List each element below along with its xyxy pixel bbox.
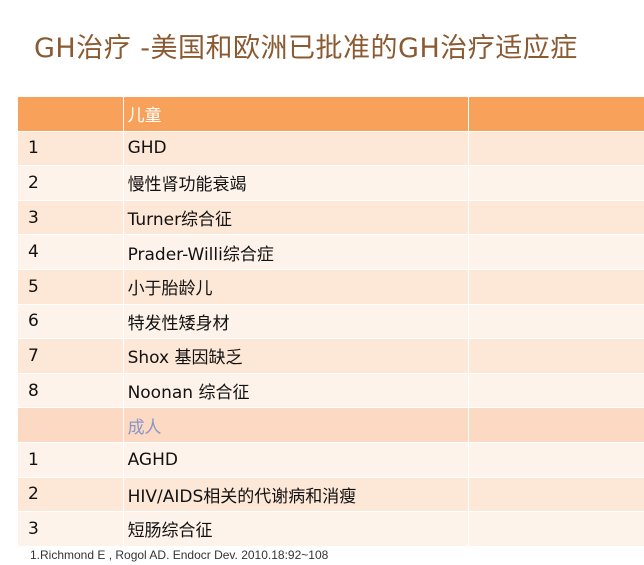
table-row: 3 短肠综合征 [18,511,644,547]
row-number: 5 [18,269,124,305]
table-row: 8 Noonan 综合征 [18,373,644,409]
row-number: 3 [18,511,124,547]
header-children-label: 儿童 [127,106,162,127]
row-number: 4 [18,234,124,270]
row-number: 1 [18,131,124,167]
row-label: 特发性矮身材 [127,313,230,334]
row-label: Noonan 综合征 [127,383,250,404]
row-number: 6 [18,304,124,340]
table-header-adults: 成人 [18,407,644,443]
row-label: 慢性肾功能衰竭 [127,175,247,196]
table-row: 2 慢性肾功能衰竭 [18,165,644,201]
row-label: GHD [127,138,167,159]
row-label: 小于胎龄儿 [127,279,213,300]
indications-table: 儿童 1 GHD 2 慢性肾功能衰竭 3 Turner综合征 4 Prader-… [18,97,644,547]
header-adults-label: 成人 [127,417,162,438]
row-number: 2 [18,477,124,513]
row-label: Shox 基因缺乏 [127,348,243,369]
table-row: 6 特发性矮身材 [18,304,644,340]
row-number: 7 [18,338,124,374]
row-label: 短肠综合征 [127,521,213,542]
table-row: 1 GHD [18,131,644,167]
slide-title: GH治疗 -美国和欧洲已批准的GH治疗适应症 [34,33,578,64]
row-number: 1 [18,442,124,478]
table-row: 7 Shox 基因缺乏 [18,338,644,374]
table-row: 2 HIV/AIDS相关的代谢病和消瘦 [18,477,644,513]
row-label: HIV/AIDS相关的代谢病和消瘦 [127,486,357,507]
reference-footnote: 1.Richmond E , Rogol AD. Endocr Dev. 201… [30,548,329,562]
table-row: 3 Turner综合征 [18,200,644,236]
row-number: 2 [18,165,124,201]
table-row: 4 Prader-Willi综合症 [18,234,644,270]
table-header-children: 儿童 [18,97,644,132]
table-row: 1 AGHD [18,442,644,478]
row-number: 3 [18,200,124,236]
row-number: 8 [18,373,124,409]
row-label: AGHD [127,449,178,470]
row-label: Prader-Willi综合症 [127,244,274,265]
table-row: 5 小于胎龄儿 [18,269,644,305]
row-label: Turner综合征 [127,210,233,231]
